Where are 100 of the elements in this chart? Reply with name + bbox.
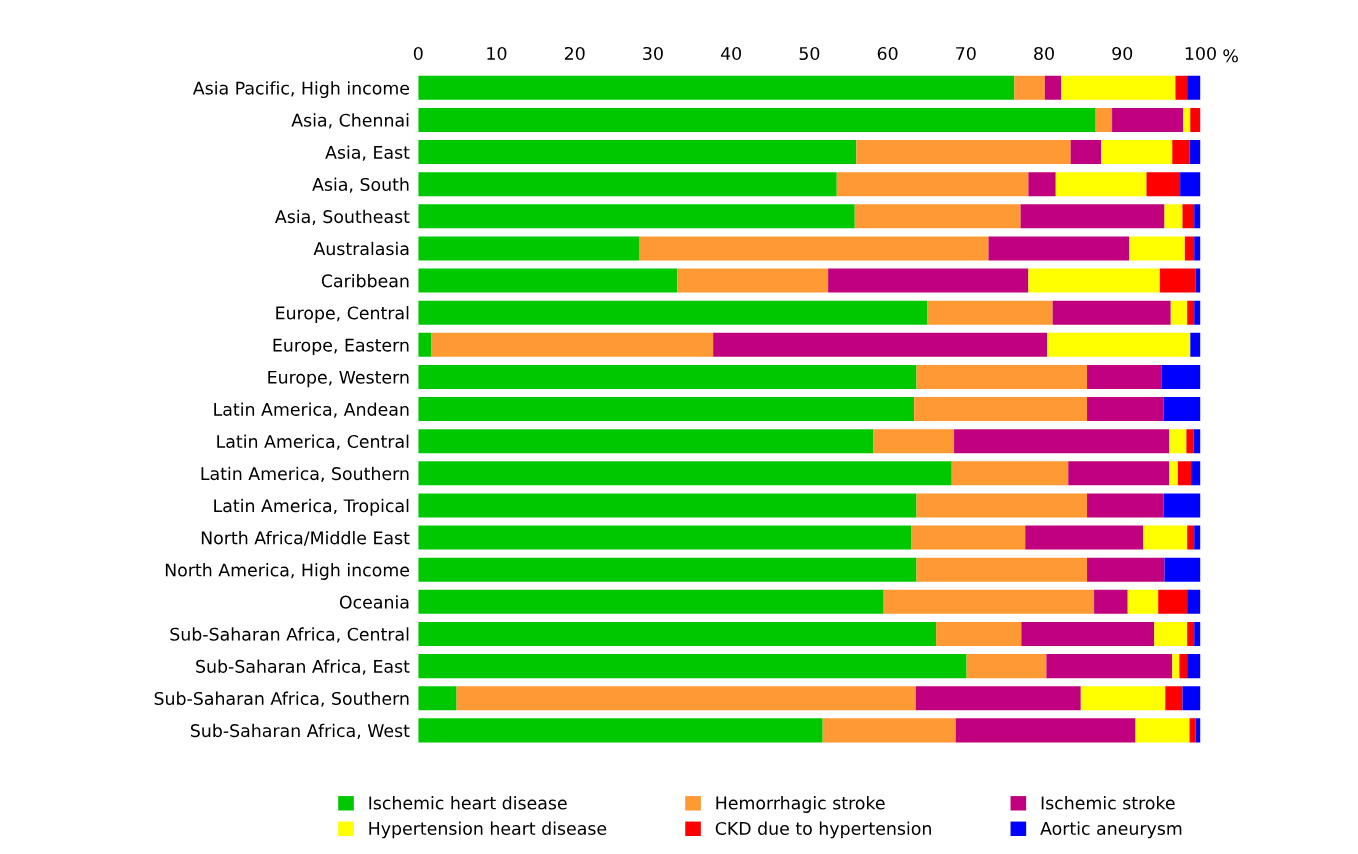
bar — [1187, 589, 1201, 614]
bar — [1087, 397, 1164, 422]
x-tick-label: 50 — [799, 46, 820, 61]
bar — [1101, 140, 1173, 165]
bar — [1187, 654, 1201, 679]
bar — [1127, 589, 1159, 614]
legend-label: Aortic aneurysm — [1040, 821, 1182, 839]
bar — [1070, 140, 1102, 165]
bar — [1175, 75, 1188, 100]
y-tick-label: Latin America, Tropical — [214, 498, 409, 516]
bar — [1143, 525, 1188, 550]
bar — [1186, 429, 1194, 454]
y-tick-label: North Africa/Middle East — [201, 530, 410, 546]
bar — [1068, 461, 1170, 486]
bar — [418, 268, 678, 293]
bar — [418, 300, 928, 325]
bar — [1182, 686, 1201, 711]
bar — [856, 140, 1071, 165]
x-tick-label: 20 — [564, 46, 585, 61]
bar — [1112, 107, 1184, 132]
x-tick-label: 0 — [413, 46, 423, 61]
bar — [951, 461, 1069, 486]
bar — [418, 332, 432, 357]
y-tick-label: Sub-Saharan Africa, Southern — [154, 691, 409, 707]
bar — [1179, 654, 1188, 679]
bar — [1020, 204, 1165, 229]
bar — [955, 718, 1136, 743]
legend-label: Hemorrhagic stroke — [716, 796, 885, 813]
bar — [1191, 461, 1201, 486]
bar — [822, 718, 956, 743]
bar — [677, 268, 829, 293]
bar — [418, 589, 884, 614]
bar — [828, 268, 1029, 293]
bar — [1158, 589, 1188, 614]
bar — [1135, 718, 1190, 743]
bar — [1163, 493, 1201, 518]
bar — [418, 686, 457, 711]
bar — [1154, 621, 1188, 646]
bar — [418, 140, 857, 165]
bar — [1172, 654, 1180, 679]
x-tick-label: 90 — [1112, 46, 1133, 61]
bar — [1061, 75, 1176, 100]
bar — [1146, 172, 1181, 197]
y-tick-label: Caribbean — [321, 273, 409, 288]
y-tick-label: Latin America, Andean — [214, 402, 409, 418]
bar — [639, 236, 989, 261]
x-tick-label: 70 — [956, 46, 976, 61]
bar — [1129, 236, 1185, 261]
bar — [431, 332, 714, 357]
bar — [915, 686, 1081, 711]
bar — [954, 429, 1170, 454]
bar — [713, 332, 1048, 357]
bar — [1169, 461, 1178, 486]
bar — [418, 75, 1015, 100]
bar — [1014, 75, 1045, 100]
x-tick-label: 30 — [643, 46, 663, 61]
y-tick-label: North America, High income — [165, 563, 410, 580]
bar — [1046, 654, 1173, 679]
bar — [1194, 525, 1201, 550]
y-tick-label: Sub-Saharan Africa, West — [190, 723, 410, 739]
bar — [1055, 172, 1147, 197]
bar — [1187, 300, 1195, 325]
bar — [418, 654, 967, 679]
y-tick-label: Asia, East — [325, 145, 410, 161]
bar — [883, 589, 1095, 614]
bar — [1177, 461, 1192, 486]
x-tick-label: 40 — [720, 46, 742, 61]
bar — [1087, 364, 1162, 389]
bar — [1025, 525, 1144, 550]
bar — [418, 429, 874, 454]
bar — [916, 557, 1088, 582]
x-tick-label: 10 — [487, 46, 507, 61]
bar — [1187, 525, 1195, 550]
y-tick-label: Oceania — [339, 595, 409, 609]
bar — [911, 525, 1026, 550]
bar — [1164, 204, 1183, 229]
bar — [1187, 621, 1195, 646]
bar — [1180, 172, 1201, 197]
bar — [1028, 172, 1056, 197]
y-tick-label: Europe, Western — [268, 370, 409, 388]
bar — [1028, 268, 1160, 293]
bar — [418, 493, 917, 518]
bar — [1021, 621, 1155, 646]
bar — [418, 172, 837, 197]
bar — [916, 493, 1088, 518]
bar — [1182, 204, 1195, 229]
x-axis-title: % — [1223, 49, 1238, 63]
bar — [1159, 268, 1196, 293]
y-tick-label: Europe, Eastern — [273, 338, 409, 356]
bar — [418, 718, 823, 743]
bar — [1187, 75, 1201, 100]
bar — [418, 525, 912, 550]
bar — [1161, 364, 1201, 389]
y-tick-label: Asia Pacific, High income — [192, 81, 410, 99]
bar — [1094, 589, 1128, 614]
bar — [1052, 300, 1171, 325]
y-tick-label: Latin America, Central — [217, 434, 409, 450]
bar — [1095, 107, 1113, 132]
bar — [1184, 236, 1195, 261]
bar — [1194, 204, 1201, 229]
